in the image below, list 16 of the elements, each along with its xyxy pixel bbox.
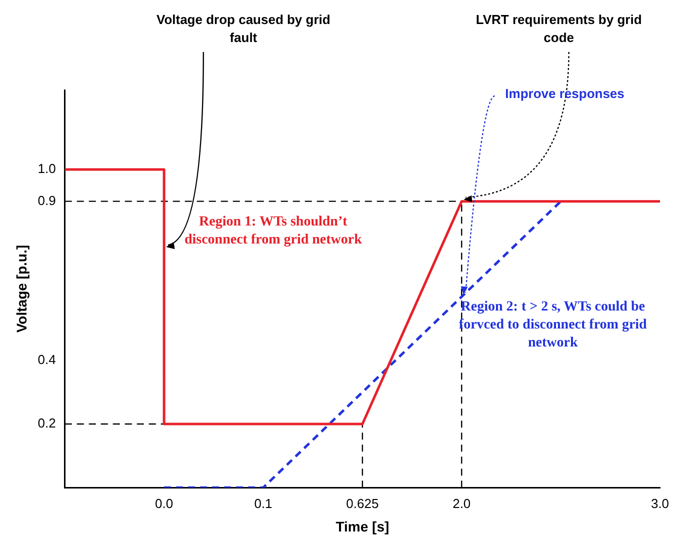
y-tick-label: 1.0	[38, 161, 56, 176]
y-tick-label: 0.9	[38, 192, 56, 208]
annotation: Region 2: t > 2 s, WTs could be forvced to disconnect from grid network	[458, 300, 648, 351]
annotation: Improve responses	[505, 86, 624, 102]
y-tick-label: 0.4	[38, 352, 56, 367]
y-tick-label: 0.2	[38, 416, 56, 431]
annotation: LVRT requirements by grid code	[476, 12, 642, 46]
annotation: Voltage drop caused by grid fault	[156, 12, 330, 46]
x-tick-label: 0.1	[254, 496, 272, 511]
x-axis-title: Time [s]	[336, 518, 390, 534]
x-tick-label: 3.0	[650, 496, 670, 511]
y-axis-title: Voltage [p.u.]	[13, 244, 30, 333]
x-tick-label: 0.625	[346, 496, 379, 511]
annotation: Region 1: WTs shouldn’t disconnect from grid network	[184, 214, 362, 248]
x-tick-label: 0.0	[155, 496, 174, 511]
x-tick-label: 2.0	[452, 496, 471, 511]
